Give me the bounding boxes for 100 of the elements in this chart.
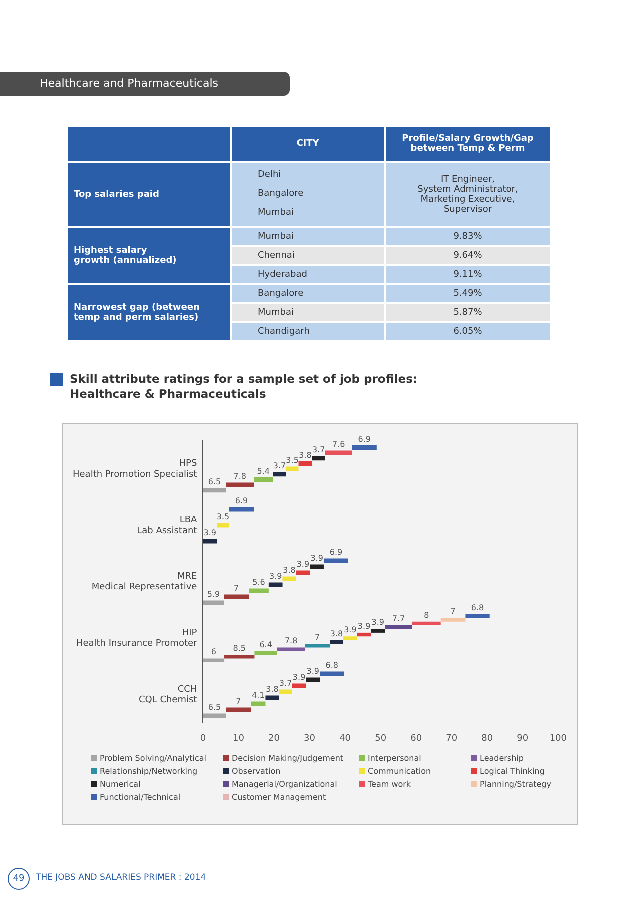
bar <box>312 456 326 461</box>
bar <box>440 618 466 622</box>
data-label: 7.8 <box>284 636 298 646</box>
text: Mumbai <box>258 308 294 318</box>
data-label: 3.7 <box>312 445 326 454</box>
data-label: 6.9 <box>358 434 372 444</box>
text: Hyderabad <box>258 270 308 280</box>
bar <box>203 488 226 493</box>
data-label: 3.8 <box>266 685 279 694</box>
text: 5.49% <box>454 288 482 298</box>
bar <box>203 714 226 718</box>
text: 49 <box>8 868 30 890</box>
legend-label: Observation <box>232 767 281 776</box>
text: CITY <box>296 139 320 149</box>
x-tick-label: 90 <box>517 734 529 744</box>
data-label: 7.7 <box>392 614 406 624</box>
chart-title: Skill attribute ratings for a sample set of job profiles: Healthcare & Pharmaceuticals <box>70 372 418 401</box>
data-label: 3.7 <box>273 461 286 470</box>
bar <box>344 636 358 640</box>
legend-label: Logical Thinking <box>480 767 545 776</box>
data-label: 7 <box>234 584 240 594</box>
legend-label: Functional/Technical <box>100 793 181 802</box>
bar <box>251 702 266 706</box>
text: Highest salary growth (annualized) <box>74 246 177 266</box>
data-label: 3.9 <box>292 673 306 682</box>
data-label: 3.9 <box>296 560 310 570</box>
legend-label: Problem Solving/Analytical <box>100 754 207 763</box>
data-label: 3.8 <box>299 450 312 460</box>
y-tick-label: HIP Health Insurance Promoter <box>76 628 198 650</box>
data-label: 3.8 <box>330 629 344 638</box>
bar <box>203 658 225 662</box>
bar <box>203 600 224 606</box>
y-tick-label: HPS Health Promotion Specialist <box>72 458 198 480</box>
bar <box>249 588 269 594</box>
data-label: 7 <box>315 632 320 642</box>
x-tick-label: 0 <box>200 734 206 744</box>
text: Healthcare and Pharmaceuticals <box>40 77 219 90</box>
data-label: 6.9 <box>330 548 343 558</box>
bar <box>325 450 352 456</box>
bar <box>305 644 330 648</box>
text: Mumbai <box>258 232 294 242</box>
legend-label: Relationship/Networking <box>100 767 198 776</box>
text: Top salaries paid <box>74 190 160 200</box>
data-label: 5.6 <box>252 578 266 588</box>
bar <box>226 708 252 712</box>
x-tick-label: 30 <box>304 734 316 744</box>
text: IT Engineer, System Administrator, Marketing Executive, Supervisor <box>418 174 518 214</box>
data-label: 6 <box>211 648 216 657</box>
data-label: 3.5 <box>216 512 230 522</box>
text: 9.83% <box>454 232 482 242</box>
data-label: 8.5 <box>233 644 246 654</box>
bar <box>298 461 312 466</box>
x-tick-label: 20 <box>268 734 280 744</box>
text: THE JOBS AND SALARIES PRIMER : 2014 <box>36 873 206 883</box>
data-label: 5.4 <box>257 466 270 476</box>
x-tick-label: 100 <box>550 734 568 744</box>
bar <box>217 523 230 528</box>
bar <box>385 626 412 630</box>
legend-label: Leadership <box>480 754 524 763</box>
bar <box>277 648 306 652</box>
data-label: 6.5 <box>208 477 222 486</box>
data-label: 7 <box>450 607 456 616</box>
data-label: 3.9 <box>269 572 282 582</box>
x-tick-label: 70 <box>446 734 458 744</box>
text: Profile/Salary Growth/Gap between Temp & Perm <box>402 134 534 154</box>
data-label: 6.4 <box>260 640 272 650</box>
bar <box>352 445 377 450</box>
x-tick-label: 40 <box>340 734 352 744</box>
y-tick-label: CCH CQL Chemist <box>138 684 198 706</box>
data-label: 8 <box>424 610 430 620</box>
data-label: 7.6 <box>332 440 346 450</box>
text: Chennai <box>258 250 295 260</box>
legend-label: Decision Making/Judgement <box>232 754 344 763</box>
text: 6.05% <box>454 326 482 336</box>
text: 9.11% <box>454 270 482 280</box>
data-label: 5.9 <box>207 590 220 600</box>
bar <box>412 622 441 626</box>
bar <box>324 558 348 564</box>
legend-label: Customer Management <box>232 793 326 802</box>
bar <box>254 477 274 482</box>
bar <box>273 472 286 477</box>
bar <box>224 594 250 600</box>
text: 5.87% <box>454 308 482 318</box>
data-label: 4.1 <box>252 691 265 700</box>
data-label: 6.8 <box>471 603 484 612</box>
text: Delhi Bangalore Mumbai <box>258 170 304 218</box>
data-label: 3.5 <box>286 456 299 466</box>
bar <box>466 614 490 618</box>
data-label: 3.9 <box>358 622 371 631</box>
y-tick-label: LBA Lab Assistant <box>137 515 198 536</box>
data-label: 7.8 <box>234 472 247 482</box>
data-label: 3.9 <box>306 667 320 676</box>
legend-label: Communication <box>368 767 432 776</box>
bar <box>330 640 344 644</box>
bar <box>266 696 280 700</box>
data-label: 3.9 <box>310 554 324 564</box>
x-tick-label: 80 <box>482 734 494 744</box>
data-label: 3.8 <box>283 566 296 576</box>
bar <box>320 672 344 676</box>
legend-label: Planning/Strategy <box>480 780 552 789</box>
